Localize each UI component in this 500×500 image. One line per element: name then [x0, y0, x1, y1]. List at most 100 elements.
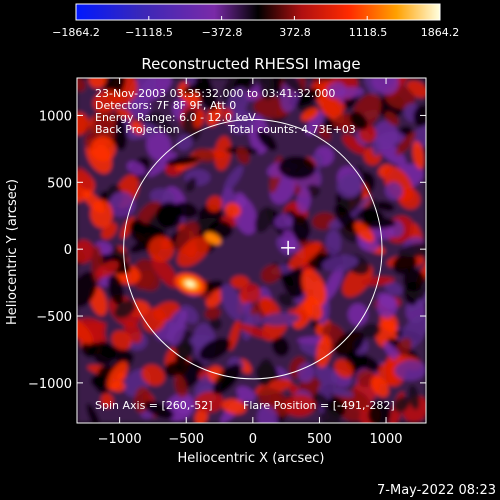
heatmap-blob: [301, 269, 327, 306]
heatmap-blob: [77, 168, 93, 191]
heatmap-blob: [110, 381, 126, 392]
heatmap-blob: [204, 306, 221, 320]
heatmap-blob: [377, 131, 406, 145]
heatmap-blob: [278, 156, 317, 180]
heatmap-blob: [315, 364, 338, 387]
heatmap-blob: [176, 396, 193, 414]
heatmap-blob: [408, 384, 420, 410]
annotation-time-range: 23-Nov-2003 03:35:32.000 to 03:41:32.000: [95, 87, 335, 100]
heatmap-blob: [138, 270, 160, 292]
heatmap-blob: [371, 139, 381, 157]
heatmap-blob: [325, 229, 342, 257]
heatmap-blob: [332, 113, 356, 129]
heatmap-blob: [326, 386, 354, 398]
y-tick-label: 1000: [39, 109, 72, 124]
heatmap-blob: [100, 393, 114, 408]
heatmap-blob: [282, 229, 298, 253]
heatmap-blob: [206, 195, 223, 212]
heatmap-blob: [164, 361, 182, 378]
heatmap-blob: [342, 134, 366, 155]
heatmap-blob: [77, 239, 94, 264]
heatmap-blob: [394, 396, 410, 413]
heatmap-blob: [95, 260, 119, 278]
heatmap-blob: [228, 320, 241, 351]
annotation-flare-position: Flare Position = [-491,-282]: [243, 399, 395, 412]
y-tick-label: 500: [47, 176, 72, 191]
heatmap-blob: [136, 200, 162, 227]
heatmap-blob: [254, 206, 274, 233]
heatmap-blob: [335, 87, 364, 99]
heatmap-blob: [333, 204, 357, 233]
heatmap-blob: [168, 310, 186, 346]
annotation-energy-range: Energy Range: 6.0 - 12.0 keV: [95, 111, 256, 124]
x-tick-label: 1000: [369, 432, 402, 447]
heatmap-blob: [261, 312, 300, 326]
heatmap-blob: [284, 394, 316, 417]
heatmap-blob: [194, 408, 208, 423]
heatmap-blob: [371, 78, 399, 95]
heatmap-blob: [209, 317, 222, 331]
heatmap-blob: [195, 391, 224, 413]
heatmap-blob: [269, 393, 284, 413]
heatmap-blob: [368, 400, 391, 423]
heatmap-blob: [360, 217, 396, 229]
annotation-method: Back Projection: [95, 123, 180, 136]
heatmap-blob: [334, 359, 354, 379]
heatmap-blob: [296, 187, 311, 213]
heatmap-blob: [306, 110, 324, 136]
heatmap-blob: [108, 191, 136, 218]
heatmap-blob: [395, 337, 412, 357]
heatmap-blob: [238, 323, 272, 339]
heatmap-blob: [297, 362, 315, 383]
heatmap-blob: [132, 222, 168, 241]
heatmap-blob: [147, 152, 177, 177]
x-axis-label: Heliocentric X (arcsec): [178, 451, 325, 466]
heatmap-blob: [398, 242, 426, 258]
heatmap-blob: [361, 323, 381, 338]
heatmap-blob: [115, 107, 134, 120]
x-tick-label: −500: [168, 432, 204, 447]
annotation-detectors: Detectors: 7F 8F 9F, Att 0: [95, 99, 236, 112]
heatmap-blob: [199, 280, 224, 293]
heatmap-blob: [236, 146, 250, 165]
heatmap-blob: [224, 202, 242, 218]
heatmap-blob: [142, 307, 166, 333]
heatmap-blob: [321, 100, 345, 116]
heatmap-blob: [88, 78, 107, 89]
heatmap-blob: [272, 336, 290, 357]
heatmap-blob: [92, 341, 116, 365]
heatmap-blob: [129, 236, 157, 254]
heatmap-blob: [141, 364, 165, 386]
heatmap-blob: [384, 111, 399, 126]
heatmap-blob: [356, 369, 375, 388]
heatmap-blob: [183, 82, 205, 95]
heatmap-blob: [220, 284, 244, 321]
heatmap-blob: [407, 291, 426, 312]
colorbar-tick-label: −1118.5: [125, 26, 173, 39]
heatmap-blob: [370, 375, 389, 398]
heatmap-blob: [177, 236, 210, 267]
y-tick-label: −1000: [28, 377, 72, 392]
annotation-spin-axis: Spin Axis = [260,-52]: [95, 399, 213, 412]
secondary-source: [204, 232, 222, 245]
heatmap-blob: [90, 136, 116, 162]
heatmap-blob: [193, 109, 205, 128]
heatmap-blob: [376, 201, 395, 212]
heatmap-blob: [144, 400, 174, 420]
heatmap-blob: [120, 216, 136, 239]
x-tick-labels: −1000 −500 0 500 1000: [98, 432, 403, 447]
heatmap-blob: [234, 192, 247, 208]
heatmap-blob: [349, 111, 368, 131]
heatmap-blob: [126, 161, 146, 176]
x-tick-label: 500: [307, 432, 332, 447]
heatmap-blob: [77, 271, 97, 308]
heatmap-blob: [102, 78, 126, 98]
heatmap-blob: [92, 89, 121, 113]
heatmap-blob: [377, 294, 398, 319]
y-tick-label: −500: [36, 310, 72, 325]
heatmap-blob: [174, 374, 188, 400]
heatmap-blob: [77, 112, 89, 136]
heatmap-blob: [392, 253, 417, 275]
annotation-total-counts: Total counts: 4.73E+03: [227, 123, 356, 136]
y-tick-labels: 1000 500 0 −500 −1000: [28, 109, 72, 391]
